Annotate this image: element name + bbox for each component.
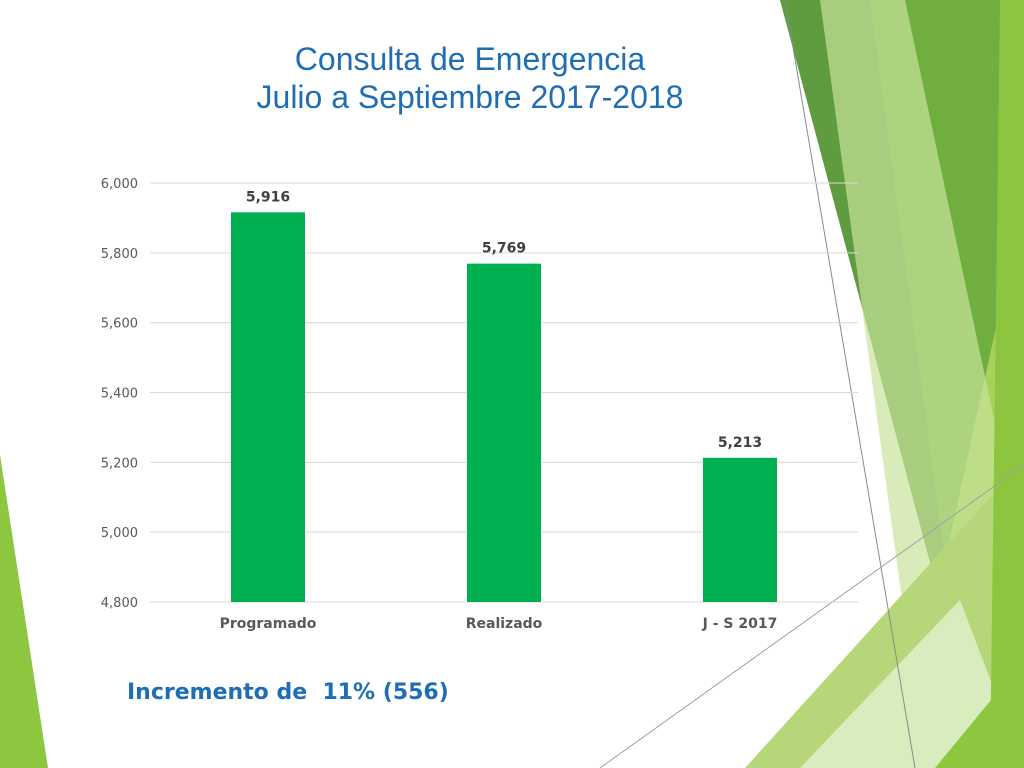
x-tick-label: Programado (220, 616, 317, 632)
y-tick-label: 5,800 (101, 247, 138, 262)
bar (231, 212, 305, 602)
x-tick-label: J - S 2017 (702, 616, 778, 632)
y-tick-label: 5,000 (101, 526, 138, 541)
y-tick-label: 6,000 (101, 177, 138, 192)
bar (467, 263, 541, 602)
increase-note: Incremento de 11% (556) (127, 680, 449, 705)
x-tick-label: Realizado (466, 616, 543, 632)
y-tick-label: 5,400 (101, 387, 138, 402)
title-line-1: Consulta de Emergencia (294, 41, 646, 77)
y-tick-label: 5,200 (101, 456, 138, 471)
title-line-2: Julio a Septiembre 2017-2018 (256, 79, 684, 115)
y-tick-label: 4,800 (101, 596, 138, 611)
y-tick-label: 5,600 (101, 317, 138, 332)
data-label: 5,769 (482, 241, 526, 257)
chart-title: Consulta de Emergencia Julio a Septiembr… (160, 40, 780, 116)
data-label: 5,213 (718, 435, 762, 451)
bar (703, 457, 777, 602)
data-label: 5,916 (246, 189, 290, 205)
